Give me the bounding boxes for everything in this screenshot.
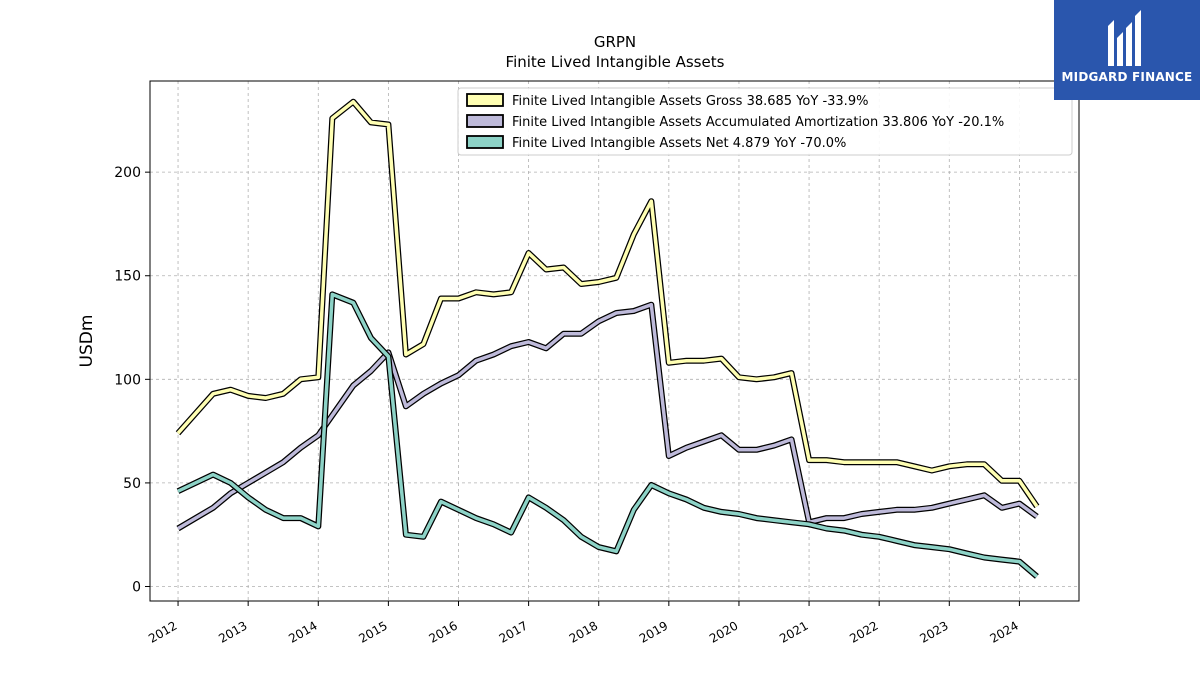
series-line-0: [176, 99, 1039, 508]
grid: [150, 81, 1079, 601]
series-line-2: [177, 292, 1039, 578]
legend-label-1: Finite Lived Intangible Assets Accumulat…: [512, 115, 1004, 130]
x-tick-label: 2023: [917, 618, 950, 645]
y-ticks: 0 50 100 150 200: [114, 165, 150, 595]
x-tick-label: 2014: [286, 618, 319, 645]
x-tick-label: 2019: [637, 618, 670, 645]
x-tick-label: 2021: [777, 618, 810, 645]
legend-swatch-1: [466, 114, 504, 128]
y-tick-label: 100: [114, 372, 141, 388]
series-lines: [175, 98, 1040, 579]
x-tick-label: 2024: [987, 618, 1020, 645]
legend-swatch-2: [466, 135, 504, 149]
legend-swatch-0: [466, 93, 504, 107]
plot-frame: [149, 80, 1080, 602]
y-tick-label: 200: [114, 165, 141, 181]
x-tick-label: 2015: [356, 618, 389, 645]
chart-title: GRPN: [594, 33, 636, 51]
y-axis-label: USDm: [77, 315, 97, 368]
x-tick-label: 2017: [497, 618, 530, 645]
y-tick-label: 150: [114, 269, 141, 285]
chart-subtitle: Finite Lived Intangible Assets: [506, 53, 725, 71]
series-outline-2: [176, 291, 1039, 579]
legend-label-2: Finite Lived Intangible Assets Net 4.879…: [512, 136, 846, 151]
x-tick-label: 2022: [847, 618, 880, 645]
logo-mark-icon: [1108, 10, 1141, 66]
logo-text: MIDGARD FINANCE: [1061, 70, 1193, 84]
series-line-1: [177, 302, 1038, 531]
x-tick-label: 2016: [427, 618, 460, 645]
x-tick-label: 2020: [707, 618, 740, 645]
x-ticks: 2012 2013 2014 2015 2016 2017 2018 2019 2020 2021…: [146, 601, 1021, 646]
y-tick-label: 0: [132, 579, 141, 595]
x-tick-label: 2012: [146, 618, 179, 645]
series-outline-1: [176, 301, 1039, 532]
legend: Finite Lived Intangible Assets Gross 38.…: [457, 87, 1073, 156]
brand-logo: MIDGARD FINANCE: [1054, 0, 1200, 100]
legend-label-0: Finite Lived Intangible Assets Gross 38.…: [512, 94, 868, 109]
legend-box: [457, 87, 1073, 156]
y-tick-label: 50: [123, 476, 141, 492]
x-tick-label: 2018: [567, 618, 600, 645]
x-tick-label: 2013: [216, 618, 249, 645]
